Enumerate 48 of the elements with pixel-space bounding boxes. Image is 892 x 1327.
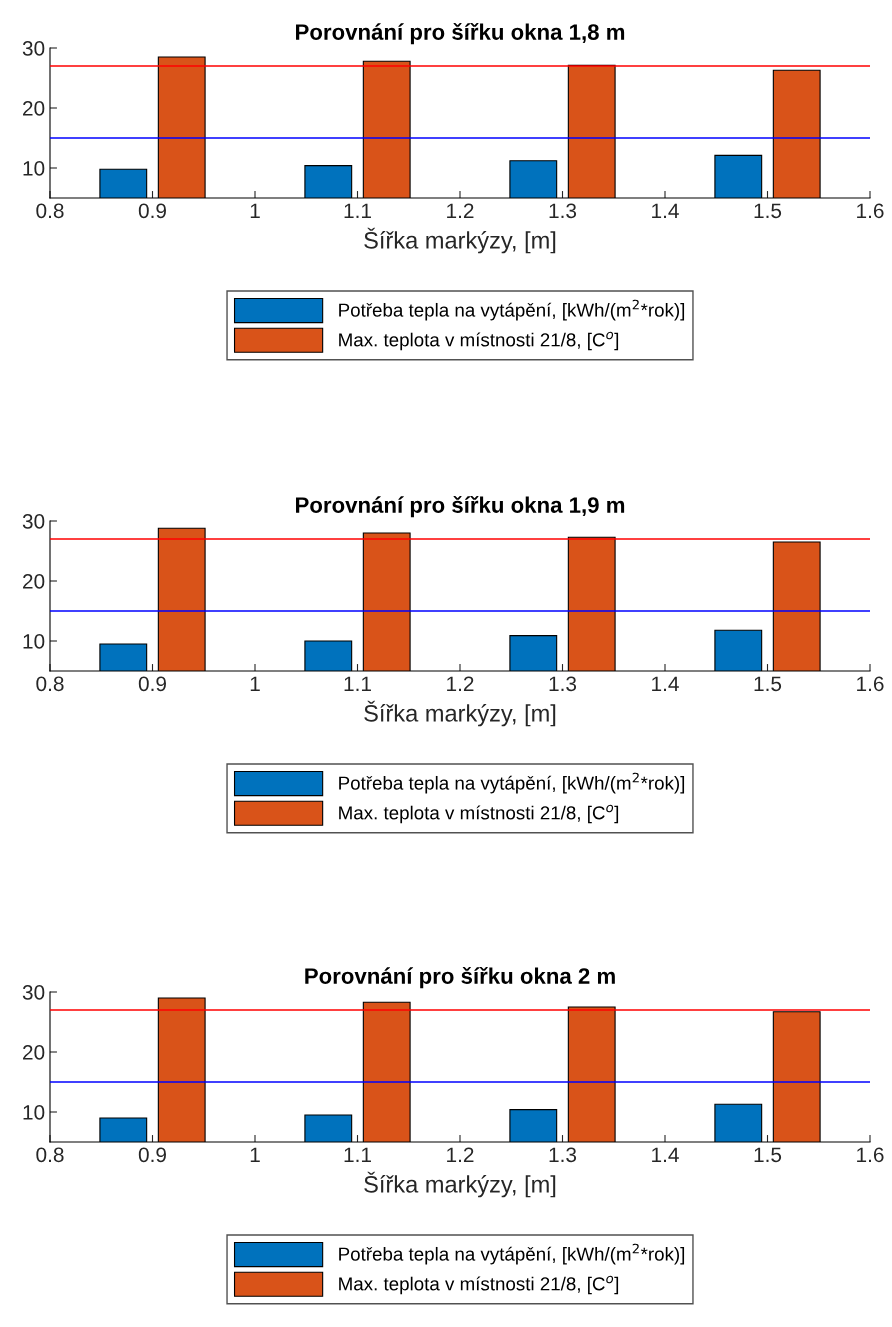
x-tick-label: 1.2 xyxy=(447,203,474,218)
x-tick-label: 1.2 xyxy=(447,676,474,691)
x-tick-label: 1 xyxy=(250,676,260,691)
x-tick-label: 1 xyxy=(250,1147,260,1162)
x-tick-label: 1.3 xyxy=(549,1147,577,1163)
chart-title: Porovnání pro šířku okna 1,9 m xyxy=(296,496,625,518)
x-tick-label: 1.1 xyxy=(344,676,371,691)
chart-title: Porovnání pro šířku okna 1,8 m xyxy=(296,23,625,45)
x-tick-label: 1.5 xyxy=(754,203,782,219)
x-tick-label: 1.3 xyxy=(549,676,577,692)
y-tick-label: 20 xyxy=(23,574,45,589)
x-tick-label: 0.8 xyxy=(36,203,64,219)
x-tick-label: 1.5 xyxy=(754,676,782,692)
legend-label: Max. teplota v místnosti 21/8, [C$^{o}$] xyxy=(339,1275,619,1295)
y-tick-label: 20 xyxy=(23,1045,45,1060)
y-tick-label: 10 xyxy=(23,161,45,176)
x-axis-title: Šířka markýzy, [m] xyxy=(364,700,556,727)
legend-label: Max. teplota v místnosti 21/8, [C$^{o}$] xyxy=(339,331,619,351)
x-tick-label: 1.5 xyxy=(754,1147,782,1163)
x-tick-label: 1.1 xyxy=(344,203,371,218)
chart-title: Porovnání pro šířku okna 2 m xyxy=(305,967,615,989)
y-tick-label: 10 xyxy=(23,634,45,649)
x-tick-label: 0.9 xyxy=(138,676,166,692)
x-tick-label: 0.8 xyxy=(36,1147,64,1163)
x-tick-label: 1.2 xyxy=(447,1147,474,1162)
x-tick-label: 1.4 xyxy=(652,676,679,691)
y-tick-label: 30 xyxy=(22,514,45,529)
x-tick-label: 1 xyxy=(250,203,260,218)
y-tick-label: 30 xyxy=(22,41,45,56)
x-tick-label: 1.6 xyxy=(857,1147,884,1163)
legend-label: Potřeba tepla na vytápění, [kWh/(m$^{2}$*rok)] xyxy=(339,772,685,794)
x-axis-title: Šířka markýzy, [m] xyxy=(364,227,556,254)
x-tick-label: 0.9 xyxy=(138,1147,166,1163)
legend-label: Potřeba tepla na vytápění, [kWh/(m$^{2}$*rok)] xyxy=(339,299,685,321)
x-tick-label: 1.1 xyxy=(344,1147,371,1162)
x-tick-label: 1.6 xyxy=(857,676,884,692)
y-tick-label: 20 xyxy=(23,101,45,116)
x-tick-label: 1.3 xyxy=(549,203,577,219)
y-tick-label: 10 xyxy=(23,1105,45,1120)
y-tick-label: 30 xyxy=(22,985,45,1000)
legend-label: Potřeba tepla na vytápění, [kWh/(m$^{2}$*rok)] xyxy=(339,1243,685,1265)
x-tick-label: 1.6 xyxy=(857,203,884,219)
x-tick-label: 0.9 xyxy=(138,203,166,219)
x-tick-label: 0.8 xyxy=(36,676,64,692)
legend-label: Max. teplota v místnosti 21/8, [C$^{o}$] xyxy=(339,804,619,824)
x-tick-label: 1.4 xyxy=(652,1147,679,1162)
x-axis-title: Šířka markýzy, [m] xyxy=(364,1171,556,1198)
x-tick-label: 1.4 xyxy=(652,203,679,218)
